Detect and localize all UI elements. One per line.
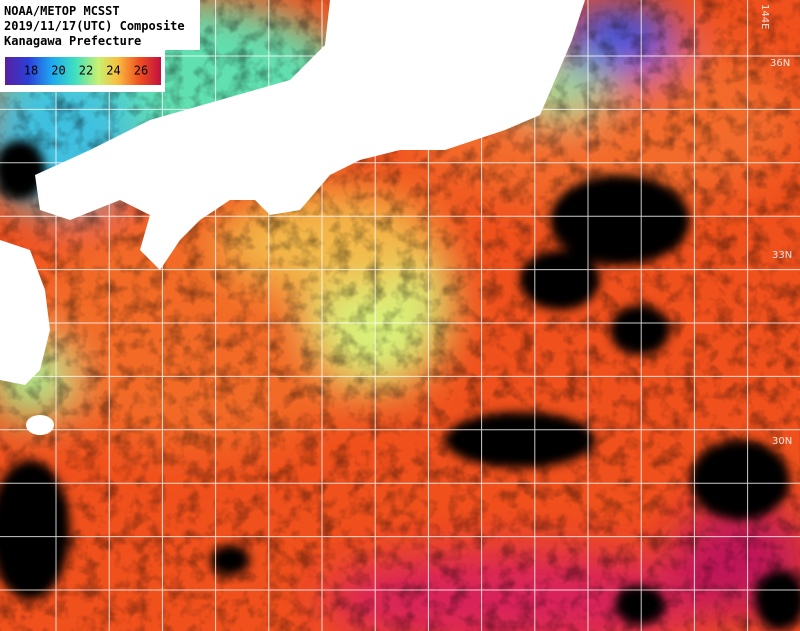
colorbar-label: 20 xyxy=(51,64,65,78)
header-line: NOAA/METOP MCSST xyxy=(4,4,120,18)
header-box xyxy=(0,0,200,50)
lat-label: 36N xyxy=(770,58,790,69)
colorbar-label: 22 xyxy=(79,64,93,78)
lat-label: 30N xyxy=(772,436,792,447)
header-line: 2019/11/17(UTC) Composite xyxy=(4,19,185,33)
colorbar-label: 18 xyxy=(24,64,38,78)
lat-label: 33N xyxy=(772,250,792,261)
colorbar-label: 26 xyxy=(134,64,148,78)
lon-label: 144E xyxy=(759,4,770,29)
header-line: Kanagawa Prefecture xyxy=(4,34,141,48)
legend: NOAA/METOP MCSST 2019/11/17(UTC) Composi… xyxy=(0,0,200,92)
colorbar-label: 24 xyxy=(106,64,120,78)
colorbar xyxy=(5,57,161,85)
